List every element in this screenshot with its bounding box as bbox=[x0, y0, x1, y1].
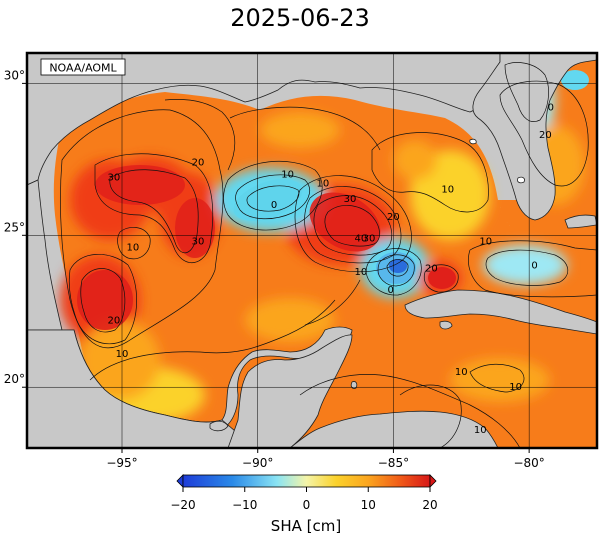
credit-label: NOAA/AOML bbox=[49, 62, 117, 75]
land-lake-2 bbox=[469, 138, 477, 145]
contour-0-florida-shelf bbox=[504, 62, 549, 122]
contour-30-nw bbox=[109, 169, 199, 254]
contour-label: 10 bbox=[509, 382, 522, 393]
land-yucatan bbox=[227, 334, 353, 448]
axis-ticks: −95° −90° −85° −80° 20° 25° 30° bbox=[4, 68, 545, 470]
land-swan-islands bbox=[209, 420, 229, 432]
contour-10-caribbean bbox=[299, 374, 521, 448]
contour-label: 10 bbox=[474, 425, 487, 436]
contour-label: 0 bbox=[531, 261, 537, 272]
land-isle-of-youth bbox=[439, 320, 453, 330]
contour-label: 40 bbox=[354, 233, 367, 244]
colorbar-ramp bbox=[182, 474, 431, 488]
contour-0-gulf-north bbox=[229, 106, 381, 151]
contour-label: 20 bbox=[425, 264, 438, 275]
contour-label: 10 bbox=[126, 242, 139, 253]
contour-m20-cyclone-s bbox=[386, 259, 409, 277]
colorbar-label: SHA [cm] bbox=[271, 517, 341, 535]
contour-10-gulf-north bbox=[164, 98, 236, 171]
land-florida bbox=[472, 53, 597, 221]
contour-label: 20 bbox=[192, 157, 205, 168]
lon-tick-label: −95° bbox=[106, 456, 137, 470]
colorbar-tick-label: −10 bbox=[232, 498, 257, 512]
land-mexico-south bbox=[27, 329, 256, 448]
contour-label: 20 bbox=[107, 315, 120, 326]
land-lake-okeechobee bbox=[517, 176, 525, 184]
contour-20-sw bbox=[68, 253, 137, 345]
contour-label: 0 bbox=[271, 200, 277, 211]
contour-10-florida-shelf bbox=[499, 80, 589, 187]
contour-20-cuba-eddy bbox=[423, 264, 459, 293]
eddy-core-w bbox=[175, 198, 215, 258]
lon-tick-label: −80° bbox=[513, 456, 544, 470]
contour-label: 30 bbox=[344, 194, 357, 205]
contour-lines bbox=[60, 62, 597, 448]
contour-0-cyclone-n bbox=[223, 160, 323, 231]
contour-20-loop bbox=[304, 186, 402, 264]
contour-30-sw bbox=[80, 268, 126, 333]
colorbar-tick-label: 10 bbox=[361, 498, 376, 512]
contour-label: 0 bbox=[548, 103, 554, 114]
lat-tick-label: 30° bbox=[4, 68, 25, 82]
contour-20-nw bbox=[94, 153, 214, 263]
land-us-north bbox=[27, 53, 501, 186]
contour-label: 10 bbox=[455, 367, 468, 378]
contour-10-outer bbox=[60, 109, 224, 349]
map-title: 2025-06-23 bbox=[230, 4, 369, 32]
contour-m10-cyclone-n bbox=[246, 185, 300, 212]
eddy-core-cuba bbox=[428, 267, 456, 289]
contour-10-straits bbox=[468, 240, 597, 298]
credit-box bbox=[40, 58, 126, 76]
contour-0-loop-neck bbox=[304, 279, 361, 326]
colorbar-high-triangle bbox=[429, 474, 437, 488]
eddy-core-sw bbox=[77, 270, 133, 330]
map-area: 3020301020101001030402030100201020001010… bbox=[27, 53, 597, 448]
graticule bbox=[27, 53, 597, 448]
contour-label: 10 bbox=[281, 170, 294, 181]
land-bahamas bbox=[564, 214, 597, 229]
lon-tick-label: −90° bbox=[242, 456, 273, 470]
land-cuba bbox=[404, 289, 597, 335]
contour-10-ring bbox=[117, 227, 151, 260]
cyclonic-eddy-north bbox=[233, 179, 303, 221]
loop-current-eddy bbox=[309, 192, 381, 252]
contour-10-east bbox=[371, 132, 489, 213]
atlantic-cool-spot bbox=[561, 70, 589, 90]
eddy-core-nw bbox=[95, 165, 185, 205]
contour-0-cyclone-s bbox=[365, 248, 422, 296]
contour-label: 30 bbox=[363, 233, 376, 244]
contour-10-caribbean-e bbox=[469, 363, 525, 393]
contour-m10-cyclone-s bbox=[377, 254, 415, 287]
map-frame bbox=[25, 51, 599, 450]
colorbar-tick-label: 0 bbox=[303, 498, 311, 512]
lon-tick-label: −85° bbox=[378, 456, 409, 470]
contour-10-caribbean-s bbox=[399, 384, 462, 448]
contour-10-cyclone-n bbox=[235, 174, 310, 219]
contour-label: 10 bbox=[441, 185, 454, 196]
contour-40-loop bbox=[324, 205, 380, 247]
contour-label: 0 bbox=[388, 285, 394, 296]
colorbar-low-triangle bbox=[176, 474, 184, 488]
contour-label: 10 bbox=[354, 267, 367, 278]
contour-label: 10 bbox=[316, 179, 329, 190]
land-honduras bbox=[289, 410, 499, 448]
lat-tick-label: 20° bbox=[4, 372, 25, 386]
coastlines bbox=[27, 53, 597, 448]
contour-label: 20 bbox=[539, 130, 552, 141]
colorbar-tick-label: −20 bbox=[170, 498, 195, 512]
lat-tick-label: 25° bbox=[4, 220, 25, 234]
colorbar-tick-label: 20 bbox=[422, 498, 437, 512]
land-cozumel bbox=[350, 381, 358, 389]
colorbar: −20 −10 0 10 20 SHA [cm] bbox=[170, 474, 438, 535]
contour-10-loop bbox=[294, 175, 412, 273]
colorbar-ticks: −20 −10 0 10 20 bbox=[170, 487, 438, 512]
contour-label: 30 bbox=[192, 236, 205, 247]
contour-label: 10 bbox=[479, 236, 492, 247]
contour-label: 30 bbox=[107, 173, 120, 184]
